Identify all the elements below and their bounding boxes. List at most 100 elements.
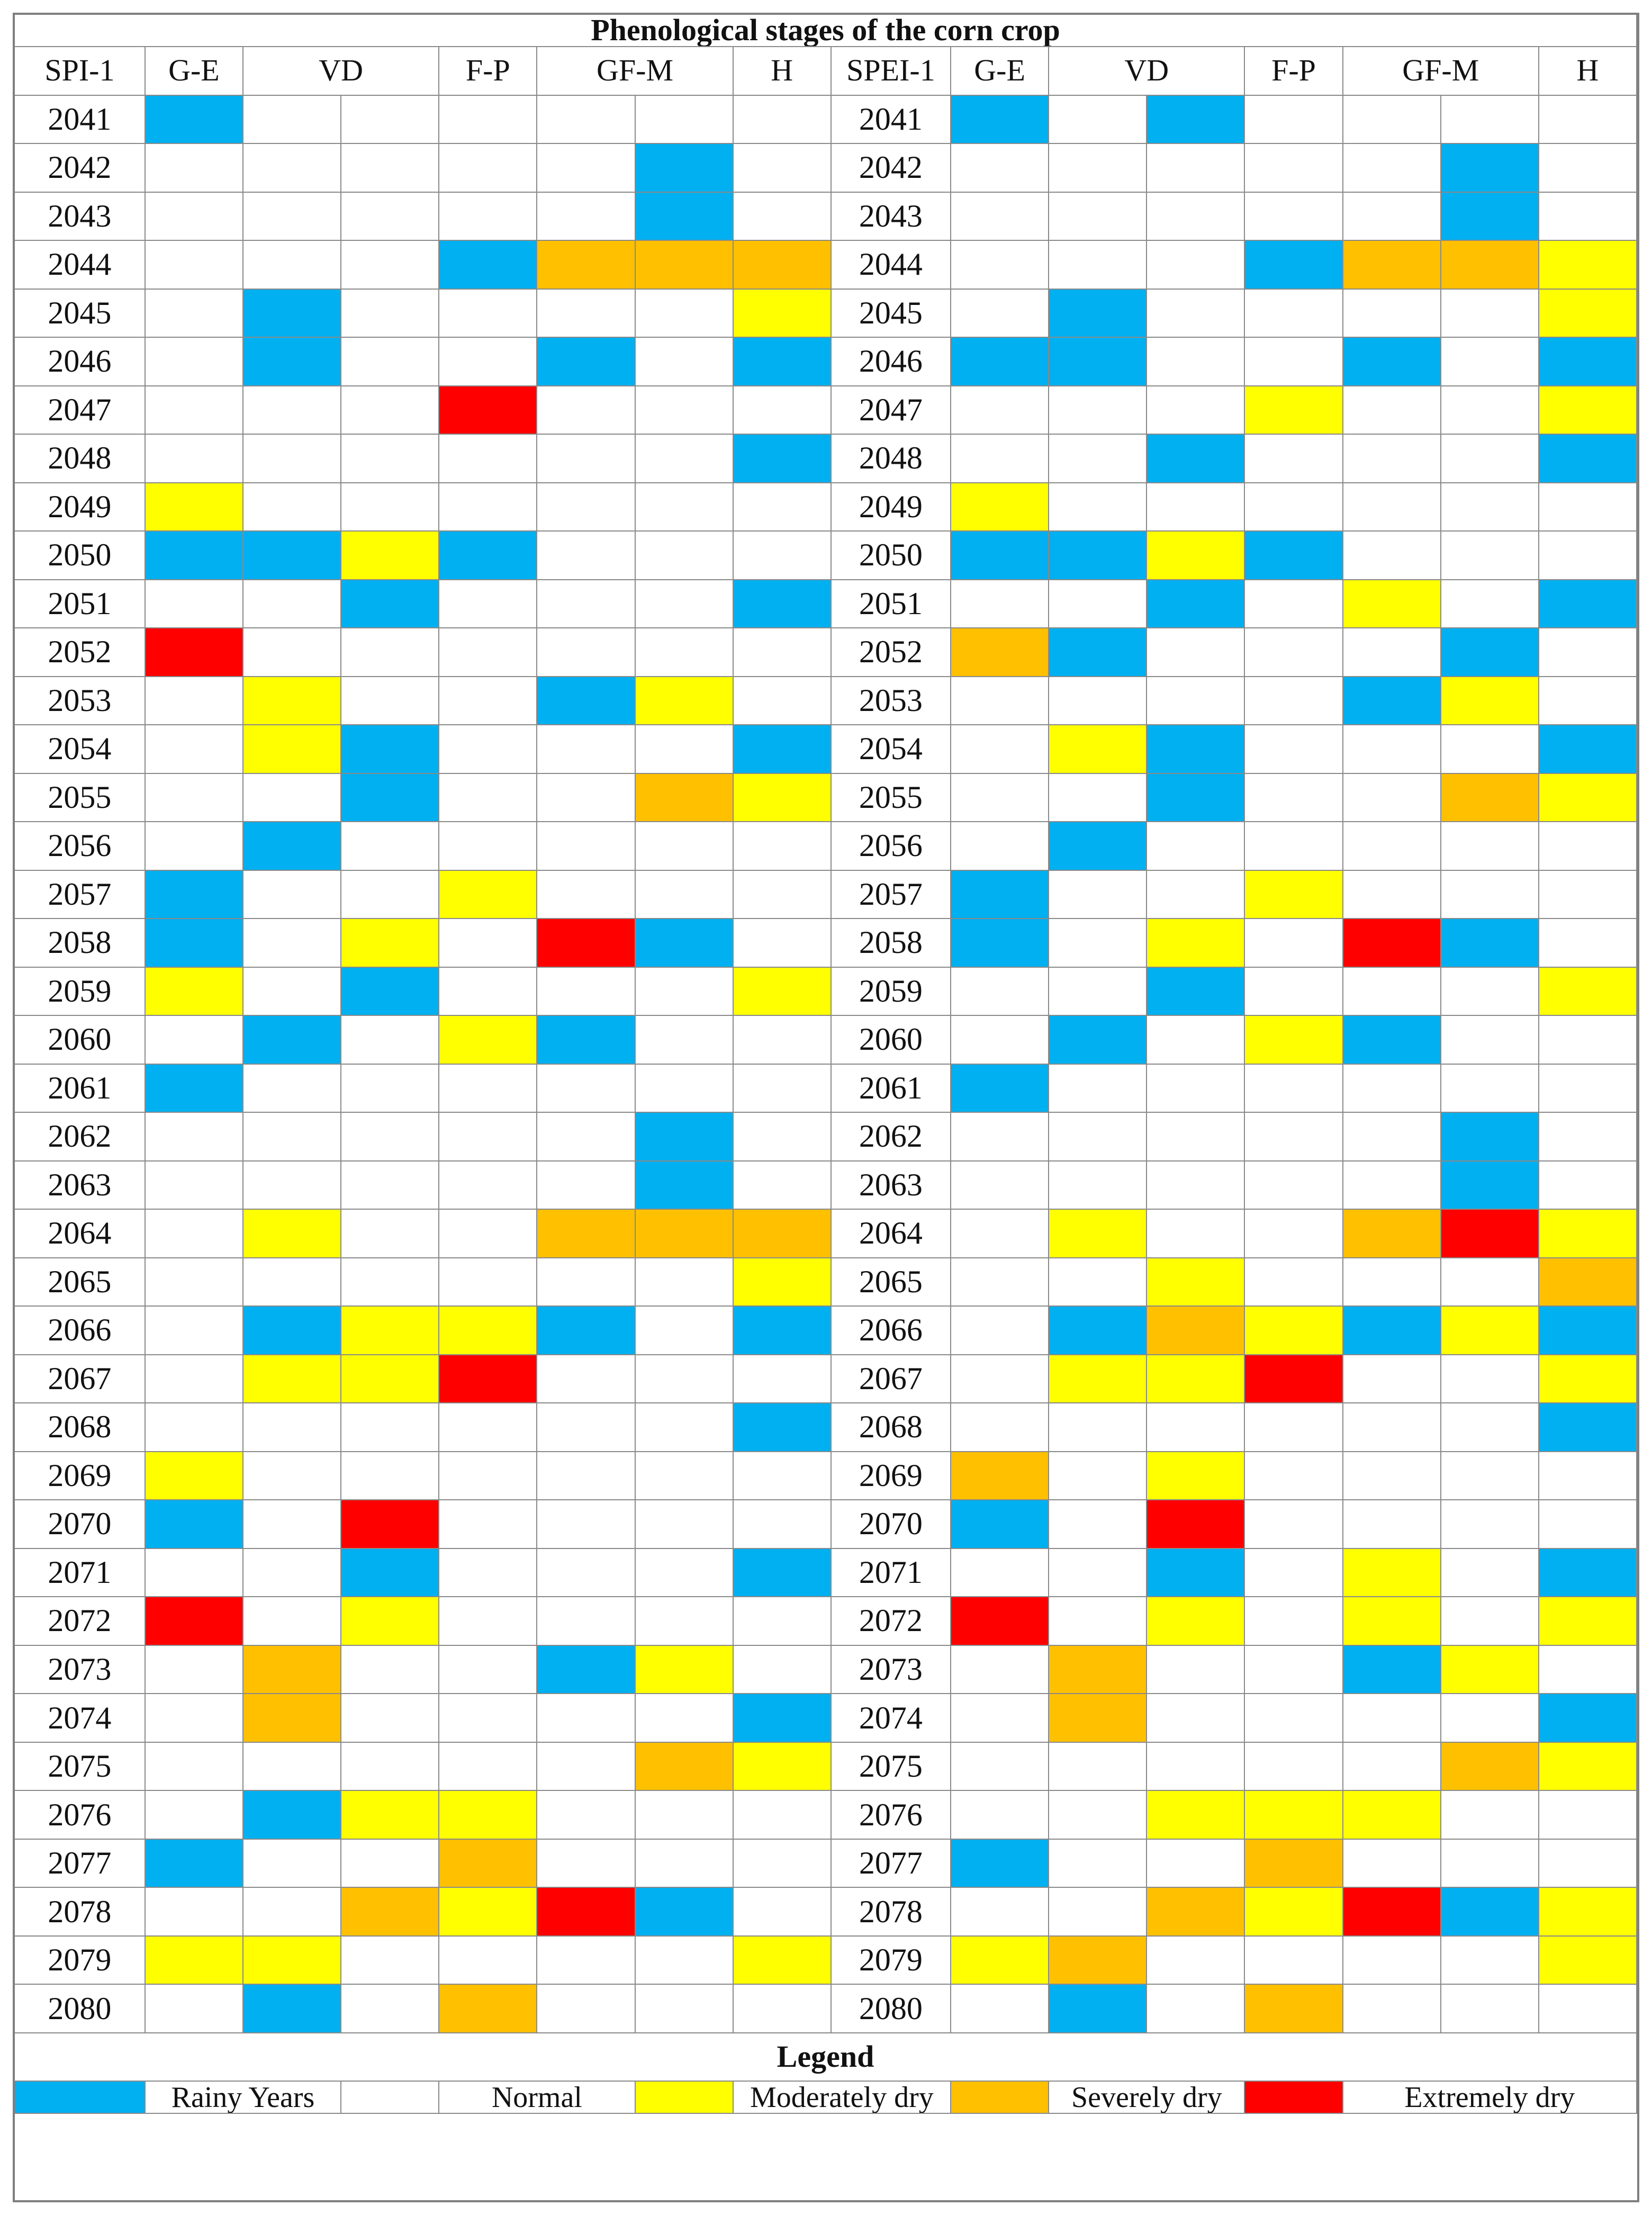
- spei-stage-cell: [1343, 95, 1441, 145]
- year-cell-spei: 2070: [831, 1500, 952, 1549]
- spi-stage-cell: [145, 822, 243, 871]
- spei-stage-cell: [951, 822, 1050, 871]
- spi-stage-cell: [439, 725, 538, 774]
- spei-stage-cell: [1441, 1355, 1539, 1404]
- year-cell-spei: 2052: [831, 628, 952, 677]
- spei-stage-cell: [1049, 192, 1148, 241]
- spi-stage-cell: [243, 338, 342, 386]
- spi-stage-cell: [243, 386, 342, 435]
- spei-stage-cell: [1245, 1791, 1343, 1840]
- spei-stage-cell: [1049, 1355, 1148, 1404]
- spei-stage-cell: [1147, 1307, 1245, 1355]
- year-cell-spi: 2060: [15, 1016, 146, 1065]
- spi-stage-cell: [439, 919, 538, 968]
- legend-title: Legend: [15, 2033, 1637, 2082]
- spi-stage-cell: [243, 1936, 342, 1985]
- spei-stage-cell: [1343, 677, 1441, 726]
- spei-stage-cell: [951, 241, 1050, 290]
- spi-stage-cell: [439, 580, 538, 629]
- spi-stage-cell: [243, 1791, 342, 1840]
- spei-stage-cell: [1245, 1355, 1343, 1404]
- spi-stage-cell: [243, 1258, 342, 1307]
- spei-stage-cell: [1245, 1452, 1343, 1501]
- year-cell-spei: 2043: [831, 192, 952, 241]
- spi-stage-cell: [537, 1452, 636, 1501]
- spi-stage-cell: [733, 628, 832, 677]
- spi-stage-cell: [243, 1888, 342, 1937]
- spei-stage-cell: [1245, 1113, 1343, 1161]
- spi-stage-cell: [635, 822, 734, 871]
- spei-stage-cell: [1147, 1985, 1245, 2033]
- spi-stage-cell: [243, 1500, 342, 1549]
- spi-stage-cell: [439, 1694, 538, 1743]
- spi-stage-cell: [145, 1355, 243, 1404]
- year-cell-spei: 2042: [831, 144, 952, 193]
- spei-stage-cell: [1343, 919, 1441, 968]
- spei-stage-cell: [1539, 1597, 1637, 1646]
- spei-stage-cell: [1539, 435, 1637, 483]
- spi-stage-cell: [243, 95, 342, 145]
- spi-stage-cell: [439, 144, 538, 193]
- spei-stage-cell: [1049, 628, 1148, 677]
- spei-stage-cell: [1343, 1452, 1441, 1501]
- spi-stage-cell: [341, 1742, 440, 1791]
- spei-stage-cell: [1441, 1839, 1539, 1888]
- spi-stage-cell: [145, 919, 243, 968]
- spei-stage-cell: [1539, 677, 1637, 726]
- year-cell-spi: 2053: [15, 677, 146, 726]
- spi-stage-cell: [145, 95, 243, 145]
- spi-stage-cell: [733, 483, 832, 532]
- spi-stage-cell: [537, 1355, 636, 1404]
- spei-stage-cell: [1049, 289, 1148, 338]
- spi-stage-cell: [635, 1064, 734, 1113]
- spei-stage-cell: [1343, 1936, 1441, 1985]
- spi-stage-cell: [537, 1161, 636, 1210]
- spei-stage-cell: [1147, 1258, 1245, 1307]
- spi-stage-cell: [537, 1307, 636, 1355]
- spi-stage-cell: [635, 1113, 734, 1161]
- spei-stage-cell: [1147, 338, 1245, 386]
- year-cell-spi: 2066: [15, 1307, 146, 1355]
- year-cell-spi: 2043: [15, 192, 146, 241]
- spi-stage-cell: [439, 95, 538, 145]
- spei-stage-cell: [1441, 1452, 1539, 1501]
- spei-stage-cell: [1049, 1839, 1148, 1888]
- spei-stage-cell: [1343, 773, 1441, 823]
- year-cell-spi: 2044: [15, 241, 146, 290]
- spei-stage-cell: [1441, 1210, 1539, 1258]
- spi-stage-cell: [341, 1161, 440, 1210]
- spi-stage-cell: [537, 289, 636, 338]
- spei-stage-cell: [1441, 870, 1539, 920]
- spi-stage-cell: [635, 289, 734, 338]
- spi-stage-cell: [341, 1016, 440, 1065]
- spei-stage-cell: [1245, 1839, 1343, 1888]
- spei-stage-cell: [1147, 386, 1245, 435]
- year-cell-spei: 2078: [831, 1888, 952, 1937]
- spei-stage-cell: [1539, 1403, 1637, 1452]
- spi-stage-cell: [733, 241, 832, 290]
- spi-stage-cell: [537, 95, 636, 145]
- spi-stage-cell: [439, 1597, 538, 1646]
- spei-stage-cell: [1539, 289, 1637, 338]
- spei-stage-cell: [1441, 1500, 1539, 1549]
- spi-stage-cell: [439, 386, 538, 435]
- spei-stage-cell: [1147, 1597, 1245, 1646]
- spei-stage-cell: [1245, 532, 1343, 580]
- spi-stage-cell: [537, 241, 636, 290]
- spei-stage-cell: [1441, 1742, 1539, 1791]
- spi-stage-cell: [635, 919, 734, 968]
- spei-header: SPEI-1: [831, 47, 952, 96]
- year-cell-spi: 2075: [15, 1742, 146, 1791]
- spi-stage-cell: [733, 580, 832, 629]
- spei-stage-cell: [951, 386, 1050, 435]
- spi-stage-cell: [537, 1548, 636, 1598]
- spi-stage-cell: [537, 192, 636, 241]
- spi-stage-cell: [341, 1985, 440, 2033]
- spi-stage-cell: [341, 1355, 440, 1404]
- spei-stage-cell: [1441, 289, 1539, 338]
- spi-stage-cell: [243, 725, 342, 774]
- table-title: Phenological stages of the corn crop: [15, 15, 1637, 47]
- spi-stage-cell: [537, 1500, 636, 1549]
- spei-stage-cell: [1147, 1016, 1245, 1065]
- spi-stage-cell: [733, 967, 832, 1016]
